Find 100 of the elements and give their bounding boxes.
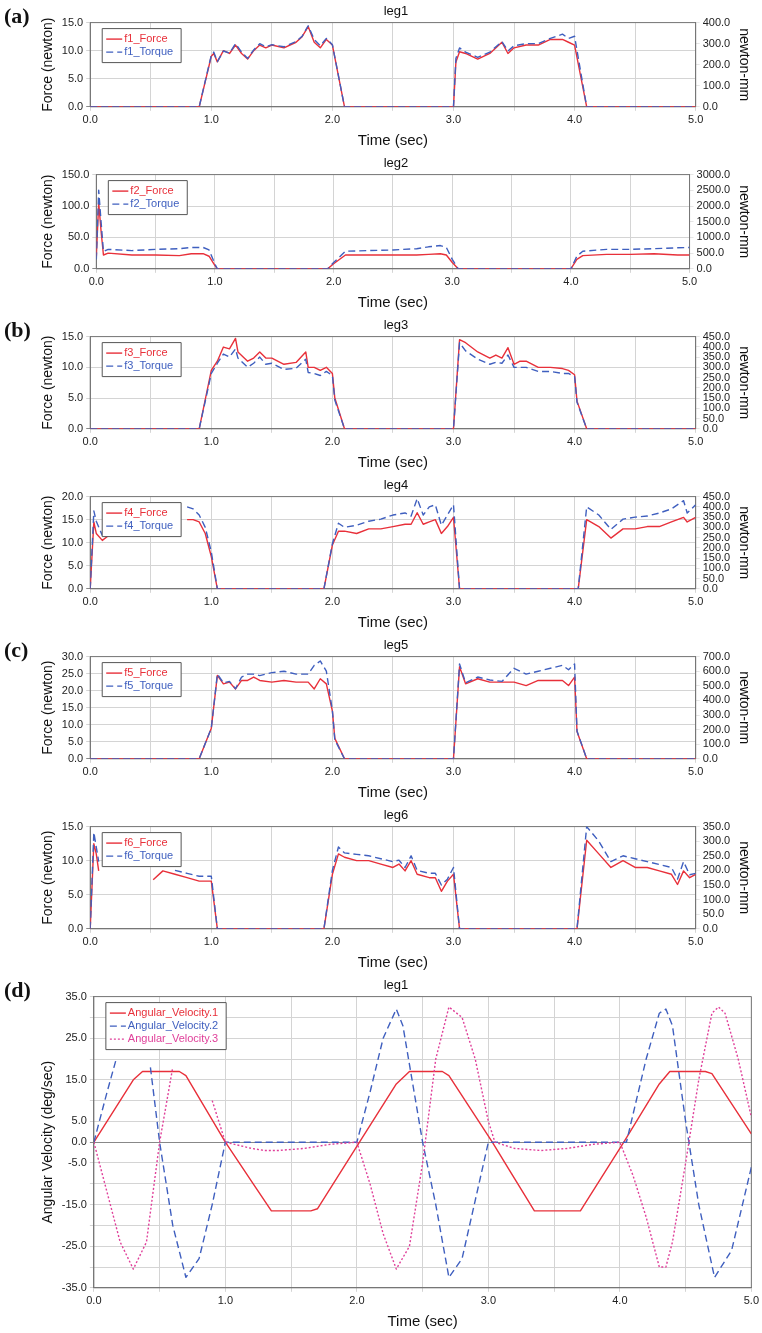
legend-label: f5_Torque — [124, 679, 174, 692]
y2-tick-label: 3000.0 — [696, 167, 731, 180]
y-tick-label: -35.0 — [61, 1280, 87, 1293]
y2-tick-label: 50.0 — [702, 411, 725, 424]
y2-tick-label: 300.0 — [702, 708, 731, 721]
y2-tick-label: 200.0 — [702, 540, 731, 553]
y2-tick-label: 450.0 — [702, 489, 731, 502]
y-tick-label: 0.0 — [67, 421, 84, 434]
y2-tick-label: 500.0 — [696, 246, 725, 259]
legend-label: f6_Torque — [124, 849, 174, 862]
x-axis-title: Time (sec) — [357, 613, 429, 631]
y-tick-label: 0.0 — [71, 1135, 87, 1148]
legend-label: Angular_Velocity.1 — [127, 1006, 219, 1019]
y2-axis-title: newton-mm — [736, 185, 753, 259]
y-axis-title: Force (newton) — [39, 660, 56, 755]
y-tick-label: 5.0 — [67, 71, 84, 84]
y-tick-label: 10.0 — [61, 535, 84, 548]
text: (d) — [4, 976, 31, 1002]
chart-title: leg2 — [383, 155, 409, 171]
x-tick-label: 2.0 — [324, 765, 341, 778]
x-tick-label: 4.0 — [563, 275, 579, 288]
text: (c) — [4, 636, 29, 662]
x-axis-title: Time (sec) — [357, 131, 429, 149]
x-tick-label: 3.0 — [445, 935, 462, 948]
y2-tick-label: 250.0 — [702, 370, 731, 383]
y2-tick-label: 200.0 — [702, 863, 731, 876]
y-tick-label: 15.0 — [61, 329, 84, 342]
legend-label: f2_Torque — [130, 197, 180, 210]
x-tick-label: 4.0 — [566, 113, 583, 126]
y2-tick-label: 250.0 — [702, 530, 731, 543]
legend-label: f1_Force — [124, 32, 168, 45]
y-tick-label: 15.0 — [61, 512, 84, 525]
y2-tick-label: 500.0 — [702, 678, 731, 691]
y-tick-label: 5.0 — [67, 558, 84, 571]
legend-label: f2_Force — [130, 184, 174, 197]
y-tick-label: 10.0 — [61, 360, 84, 373]
y2-tick-label: 50.0 — [702, 907, 725, 920]
y2-tick-label: 0.0 — [702, 581, 718, 594]
y-axis-title: Force (newton) — [39, 830, 56, 925]
y2-tick-label: 250.0 — [702, 848, 731, 861]
x-tick-label: 4.0 — [566, 765, 583, 778]
x-tick-label: 1.0 — [203, 435, 219, 448]
y-axis-title: Force (newton) — [39, 17, 56, 112]
chart-title: leg1 — [383, 3, 409, 19]
x-axis-title: Time (sec) — [357, 783, 429, 801]
y2-tick-label: 150.0 — [702, 878, 731, 891]
y-tick-label: 100.0 — [61, 199, 90, 212]
x-tick-label: 2.0 — [324, 113, 341, 126]
chart-title: leg3 — [383, 317, 409, 333]
y-tick-label: 10.0 — [61, 853, 84, 866]
x-tick-label: 4.0 — [566, 935, 583, 948]
x-tick-label: 1.0 — [203, 113, 219, 126]
x-tick-label: 0.0 — [82, 113, 98, 126]
x-tick-label: 1.0 — [203, 935, 219, 948]
y-tick-label: 20.0 — [61, 489, 84, 502]
y2-tick-label: 100.0 — [702, 78, 731, 91]
y-tick-label: -25.0 — [61, 1239, 87, 1252]
x-tick-label: 2.0 — [349, 1294, 365, 1307]
legend-label: Angular_Velocity.3 — [127, 1032, 219, 1045]
x-tick-label: 5.0 — [743, 1294, 759, 1307]
x-tick-label: 5.0 — [688, 765, 704, 778]
text: (b) — [4, 316, 31, 342]
x-tick-label: 3.0 — [445, 435, 462, 448]
x-tick-label: 1.0 — [207, 275, 223, 288]
y-tick-label: 30.0 — [61, 649, 84, 662]
x-tick-label: 2.0 — [324, 935, 341, 948]
y2-tick-label: 0.0 — [702, 421, 718, 434]
x-axis-title: Time (sec) — [357, 953, 429, 971]
y2-tick-label: 100.0 — [702, 737, 731, 750]
y-tick-label: 25.0 — [61, 666, 84, 679]
y2-tick-label: 400.0 — [702, 339, 731, 352]
y2-tick-label: 200.0 — [702, 722, 731, 735]
x-tick-label: 3.0 — [444, 275, 460, 288]
y-tick-label: 5.0 — [71, 1114, 87, 1127]
x-tick-label: 2.0 — [324, 595, 341, 608]
y-tick-label: 0.0 — [67, 921, 84, 934]
y2-axis-title: newton-mm — [736, 841, 753, 915]
y2-tick-label: 400.0 — [702, 499, 731, 512]
y2-tick-label: 100.0 — [702, 561, 731, 574]
y-tick-label: 15.0 — [61, 819, 84, 832]
y-tick-label: 0.0 — [67, 581, 84, 594]
y2-tick-label: 0.0 — [696, 261, 712, 274]
y-tick-label: -15.0 — [61, 1197, 87, 1210]
legend-label: f1_Torque — [124, 45, 174, 58]
x-tick-label: 0.0 — [82, 765, 98, 778]
x-tick-label: 0.0 — [86, 1294, 102, 1307]
x-tick-label: 3.0 — [480, 1294, 497, 1307]
y2-tick-label: 400.0 — [702, 15, 731, 28]
y2-tick-label: 1500.0 — [696, 214, 731, 227]
x-tick-label: 5.0 — [688, 935, 704, 948]
x-tick-label: 1.0 — [203, 595, 219, 608]
y-tick-label: 150.0 — [61, 167, 90, 180]
y2-axis-title: newton-mm — [736, 28, 753, 102]
x-tick-label: 0.0 — [82, 595, 98, 608]
y2-tick-label: 300.0 — [702, 834, 731, 847]
chart-title: leg1 — [383, 977, 409, 993]
x-tick-label: 4.0 — [566, 435, 583, 448]
chart-title: leg4 — [383, 477, 409, 493]
y2-tick-label: 450.0 — [702, 329, 731, 342]
y-axis-title: Force (newton) — [39, 495, 56, 590]
